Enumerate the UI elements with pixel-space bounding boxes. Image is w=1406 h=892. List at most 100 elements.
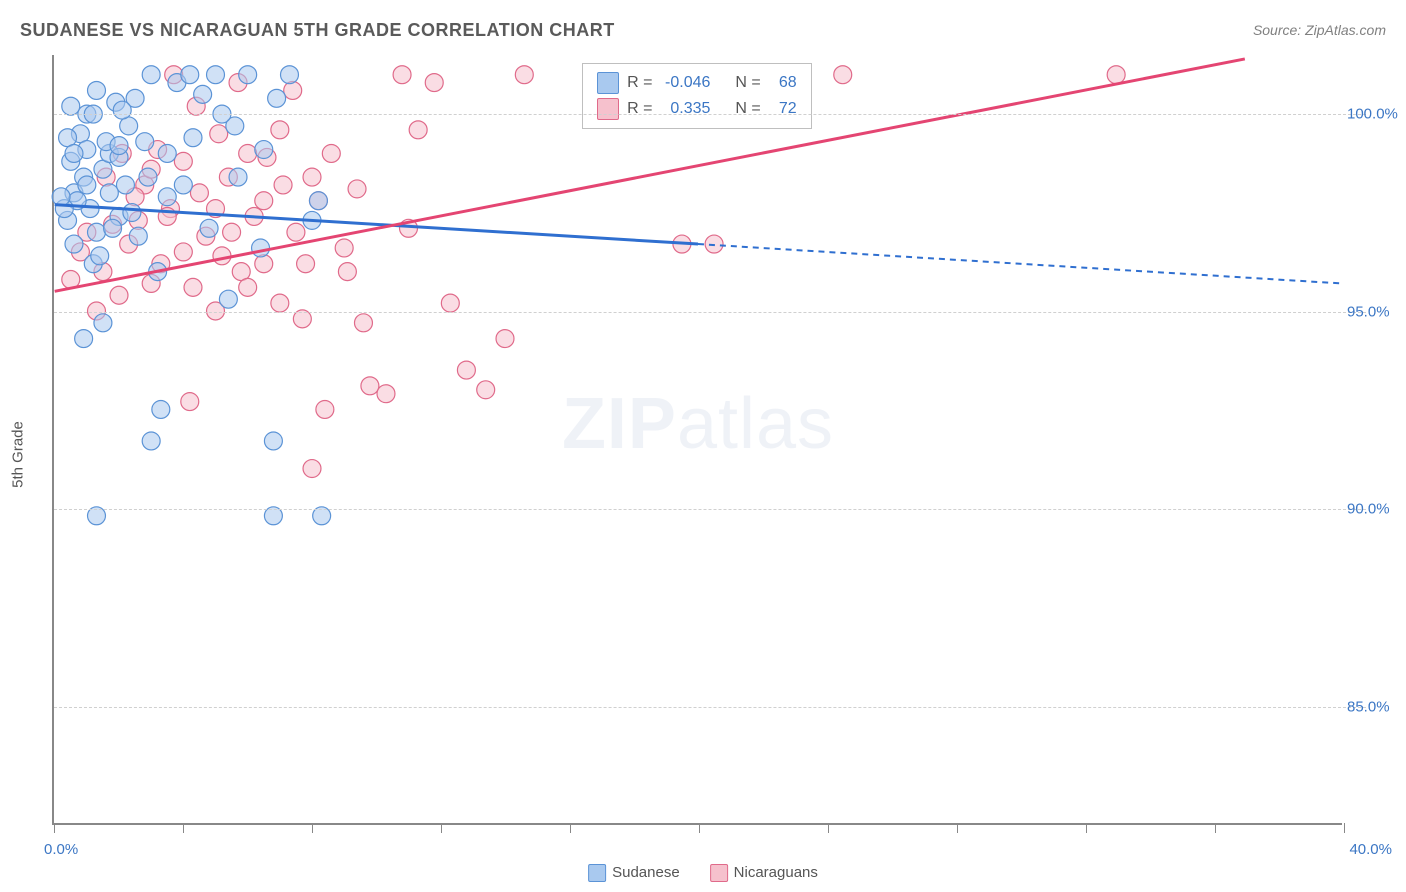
sudanese-trendline-extrapolated — [698, 244, 1341, 283]
y-tick-label: 85.0% — [1347, 698, 1402, 715]
legend-item: Sudanese — [588, 864, 680, 882]
nicaraguans-point — [354, 314, 372, 332]
nicaraguans-point — [335, 239, 353, 257]
nicaraguans-point — [174, 243, 192, 261]
nicaraguans-point — [496, 330, 514, 348]
sudanese-point — [219, 290, 237, 308]
sudanese-point — [268, 89, 286, 107]
legend-item: Nicaraguans — [710, 864, 818, 882]
x-tick — [828, 823, 829, 833]
nicaraguans-point — [181, 393, 199, 411]
x-tick — [1215, 823, 1216, 833]
stats-r-value: 0.335 — [660, 100, 710, 118]
nicaraguans-point — [425, 74, 443, 92]
nicaraguans-point — [110, 286, 128, 304]
x-tick — [1086, 823, 1087, 833]
nicaraguans-point — [348, 180, 366, 198]
stats-n-label: N = — [735, 100, 760, 118]
nicaraguans-point — [239, 278, 257, 296]
x-tick — [957, 823, 958, 833]
plot-svg — [54, 55, 1342, 823]
sudanese-point — [309, 192, 327, 210]
gridline — [54, 114, 1366, 115]
stats-r-value: -0.046 — [660, 74, 710, 92]
stats-n-value: 68 — [769, 74, 797, 92]
bottom-legend: Sudanese Nicaraguans — [588, 864, 818, 882]
source-attribution: Source: ZipAtlas.com — [1253, 22, 1386, 38]
sudanese-point — [88, 81, 106, 99]
nicaraguans-point — [184, 278, 202, 296]
stats-row: R =-0.046 N =68 — [597, 70, 797, 96]
nicaraguans-point — [223, 223, 241, 241]
nicaraguans-point — [361, 377, 379, 395]
stats-box: R = -0.046 N = 68 R = 0.335 N = 72 — [582, 63, 812, 129]
stats-swatch-icon — [597, 72, 619, 94]
nicaraguans-point — [255, 255, 273, 273]
x-tick — [699, 823, 700, 833]
sudanese-point — [252, 239, 270, 257]
stats-n-value: 72 — [769, 100, 797, 118]
y-axis-title: 5th Grade — [10, 421, 27, 488]
chart-title: SUDANESE VS NICARAGUAN 5TH GRADE CORRELA… — [20, 20, 615, 41]
gridline — [54, 312, 1366, 313]
nicaraguans-point — [297, 255, 315, 273]
nicaraguans-point — [441, 294, 459, 312]
stats-swatch-icon — [597, 98, 619, 120]
sudanese-point — [142, 66, 160, 84]
x-axis-label-start: 0.0% — [44, 841, 78, 858]
nicaraguans-point — [284, 81, 302, 99]
y-tick-label: 90.0% — [1347, 501, 1402, 518]
sudanese-point — [142, 432, 160, 450]
sudanese-point — [181, 66, 199, 84]
sudanese-point — [52, 188, 70, 206]
sudanese-trendline — [55, 205, 698, 244]
nicaraguans-point — [322, 144, 340, 162]
sudanese-point — [88, 223, 106, 241]
plot-area: ZIPatlas R =-0.046 N =68R =0.335 N =72 0… — [52, 55, 1342, 825]
x-tick — [1344, 823, 1345, 833]
sudanese-point — [152, 400, 170, 418]
nicaraguans-point — [457, 361, 475, 379]
sudanese-point — [129, 227, 147, 245]
y-tick-label: 95.0% — [1347, 303, 1402, 320]
stats-n-label: N = — [735, 74, 760, 92]
legend-swatch-icon — [588, 864, 606, 882]
sudanese-point — [239, 66, 257, 84]
nicaraguans-point — [255, 192, 273, 210]
nicaraguans-point — [834, 66, 852, 84]
nicaraguans-point — [174, 152, 192, 170]
sudanese-point — [194, 85, 212, 103]
x-tick — [54, 823, 55, 833]
nicaraguans-point — [303, 460, 321, 478]
sudanese-point — [281, 66, 299, 84]
sudanese-point — [174, 176, 192, 194]
x-tick — [570, 823, 571, 833]
sudanese-point — [75, 330, 93, 348]
nicaraguans-point — [377, 385, 395, 403]
x-tick — [183, 823, 184, 833]
sudanese-point — [123, 204, 141, 222]
gridline — [54, 707, 1366, 708]
x-tick — [312, 823, 313, 833]
sudanese-point — [136, 133, 154, 151]
sudanese-point — [62, 97, 80, 115]
sudanese-point — [91, 247, 109, 265]
sudanese-point — [113, 101, 131, 119]
sudanese-point — [110, 137, 128, 155]
nicaraguans-point — [271, 121, 289, 139]
sudanese-point — [65, 144, 83, 162]
stats-r-label: R = — [627, 100, 652, 118]
nicaraguans-point — [210, 125, 228, 143]
nicaraguans-point — [1107, 66, 1125, 84]
sudanese-point — [116, 176, 134, 194]
gridline — [54, 509, 1366, 510]
nicaraguans-point — [287, 223, 305, 241]
sudanese-point — [184, 129, 202, 147]
nicaraguans-point — [338, 263, 356, 281]
x-tick — [441, 823, 442, 833]
nicaraguans-point — [271, 294, 289, 312]
sudanese-point — [200, 219, 218, 237]
stats-row: R = 0.335 N = 72 — [597, 96, 797, 122]
y-tick-label: 100.0% — [1347, 106, 1402, 123]
nicaraguans-point — [190, 184, 208, 202]
